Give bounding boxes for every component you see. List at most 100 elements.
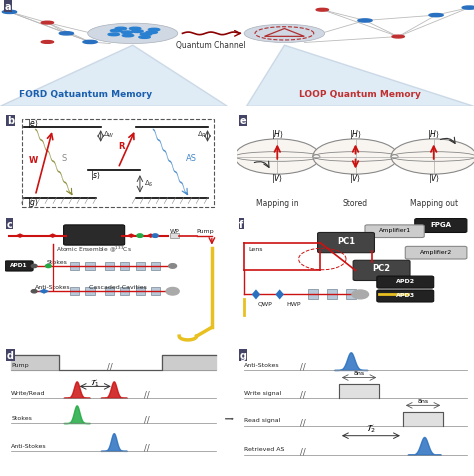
FancyBboxPatch shape: [308, 290, 318, 300]
FancyBboxPatch shape: [120, 288, 129, 296]
Text: Read signal: Read signal: [244, 417, 281, 423]
Polygon shape: [48, 234, 57, 238]
Text: WP: WP: [170, 228, 180, 233]
Circle shape: [358, 20, 372, 23]
Text: $|V\rangle$: $|V\rangle$: [428, 172, 440, 185]
FancyBboxPatch shape: [353, 261, 410, 281]
Text: //: //: [301, 446, 306, 456]
Polygon shape: [15, 234, 25, 238]
Text: AS: AS: [186, 154, 197, 163]
Text: $|s\rangle$: $|s\rangle$: [90, 169, 100, 182]
Text: c: c: [7, 219, 13, 229]
FancyBboxPatch shape: [70, 263, 79, 270]
Text: $\mathcal{T}_1$: $\mathcal{T}_1$: [91, 377, 100, 388]
Text: Anti-Stokes: Anti-Stokes: [11, 443, 47, 448]
Circle shape: [31, 265, 37, 268]
Text: QWP: QWP: [258, 301, 273, 306]
FancyBboxPatch shape: [318, 233, 374, 253]
Text: Amplifier1: Amplifier1: [379, 228, 410, 233]
Text: //: //: [144, 415, 149, 424]
FancyBboxPatch shape: [415, 219, 467, 233]
FancyBboxPatch shape: [105, 263, 114, 270]
FancyBboxPatch shape: [105, 288, 114, 296]
Text: APD3: APD3: [396, 292, 415, 298]
Text: d: d: [7, 350, 14, 360]
Circle shape: [152, 234, 158, 238]
FancyBboxPatch shape: [136, 263, 145, 270]
FancyBboxPatch shape: [405, 247, 467, 259]
Polygon shape: [275, 290, 284, 300]
Circle shape: [132, 31, 143, 33]
Circle shape: [139, 37, 150, 40]
FancyBboxPatch shape: [171, 234, 179, 238]
Circle shape: [140, 34, 152, 37]
Text: Lens: Lens: [249, 247, 263, 252]
FancyBboxPatch shape: [365, 226, 424, 238]
FancyBboxPatch shape: [136, 288, 145, 296]
Text: $|H\rangle$: $|H\rangle$: [349, 128, 362, 141]
FancyBboxPatch shape: [327, 290, 337, 300]
Text: Mapping out: Mapping out: [410, 199, 458, 208]
Text: $|V\rangle$: $|V\rangle$: [349, 172, 362, 185]
Text: HWP: HWP: [287, 301, 301, 306]
Text: APD2: APD2: [396, 278, 415, 284]
FancyBboxPatch shape: [377, 277, 434, 288]
FancyBboxPatch shape: [85, 263, 95, 270]
Text: Retrieved AS: Retrieved AS: [244, 446, 284, 452]
Text: $|H\rangle$: $|H\rangle$: [271, 128, 283, 141]
Text: 8ns: 8ns: [354, 370, 365, 375]
Circle shape: [41, 22, 54, 25]
Circle shape: [41, 41, 54, 44]
FancyBboxPatch shape: [64, 226, 125, 246]
Text: //: //: [301, 390, 306, 399]
Circle shape: [88, 24, 178, 44]
FancyBboxPatch shape: [5, 261, 33, 271]
Polygon shape: [127, 234, 136, 238]
Circle shape: [31, 290, 37, 293]
FancyBboxPatch shape: [85, 288, 95, 296]
Text: 8ns: 8ns: [418, 398, 428, 403]
Text: Anti-Stokes: Anti-Stokes: [244, 362, 280, 367]
Text: LOOP Quantum Memory: LOOP Quantum Memory: [299, 89, 421, 99]
Circle shape: [392, 36, 404, 39]
Text: $\Delta_W$: $\Delta_W$: [103, 129, 115, 140]
Circle shape: [429, 14, 443, 18]
Circle shape: [235, 139, 320, 175]
Text: PC2: PC2: [373, 264, 391, 273]
Circle shape: [115, 28, 127, 31]
Circle shape: [129, 28, 141, 31]
Text: PC1: PC1: [337, 236, 355, 245]
Text: Write/Read: Write/Read: [11, 390, 46, 395]
Circle shape: [462, 7, 474, 10]
Circle shape: [110, 30, 122, 33]
Polygon shape: [38, 289, 49, 294]
Circle shape: [108, 34, 119, 37]
FancyBboxPatch shape: [151, 288, 160, 296]
Text: S: S: [62, 154, 67, 163]
Text: Stokes: Stokes: [46, 259, 67, 264]
Text: Pump: Pump: [197, 228, 214, 233]
Text: //: //: [144, 443, 149, 452]
Text: //: //: [107, 362, 112, 371]
Text: Write signal: Write signal: [244, 390, 282, 395]
FancyBboxPatch shape: [70, 288, 79, 296]
Circle shape: [83, 41, 97, 44]
Text: FORD Qatuantum Memory: FORD Qatuantum Memory: [19, 89, 152, 99]
FancyBboxPatch shape: [346, 290, 356, 300]
Circle shape: [121, 32, 133, 34]
Polygon shape: [146, 234, 155, 238]
FancyBboxPatch shape: [377, 290, 434, 302]
Circle shape: [46, 265, 51, 268]
Text: FPGA: FPGA: [430, 221, 451, 227]
Text: $|H\rangle$: $|H\rangle$: [428, 128, 440, 141]
Text: $|g\rangle$: $|g\rangle$: [27, 196, 38, 209]
Text: b: b: [7, 116, 14, 126]
Circle shape: [148, 29, 160, 32]
Text: $\Delta_R$: $\Delta_R$: [197, 129, 206, 140]
Text: e: e: [239, 116, 246, 126]
Text: Stokes: Stokes: [11, 415, 32, 420]
Text: Amplifier2: Amplifier2: [420, 249, 452, 254]
Text: APD1: APD1: [10, 262, 27, 268]
Polygon shape: [246, 46, 474, 107]
Text: $|V\rangle$: $|V\rangle$: [271, 172, 283, 185]
